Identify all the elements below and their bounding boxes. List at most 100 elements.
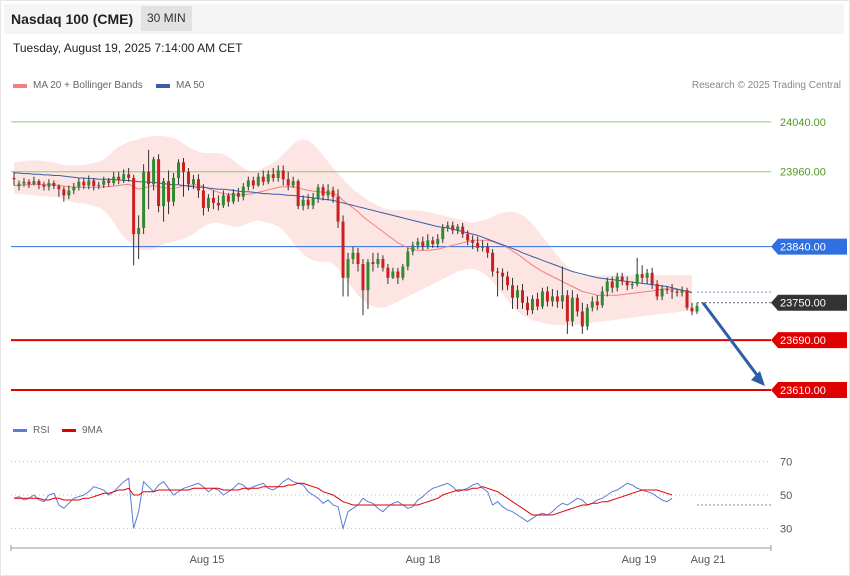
candle-body [122, 174, 126, 181]
candle-body [545, 291, 549, 302]
candle-body [331, 190, 335, 197]
candle-body [496, 271, 500, 273]
candle-body [241, 186, 245, 197]
candle-body [186, 171, 190, 185]
candle-body [281, 170, 285, 180]
candle-body [550, 296, 554, 302]
x-tick-label: Aug 15 [190, 554, 225, 566]
legend-ma20-label: MA 20 + Bollinger Bands [33, 80, 143, 91]
candle-body [47, 182, 51, 187]
candle-body [77, 181, 81, 187]
candle-body [530, 298, 534, 311]
candle-body [102, 180, 106, 185]
candle-body [266, 174, 270, 182]
level-label: 23960.00 [780, 167, 826, 179]
candle-body [87, 180, 91, 186]
candle-body [695, 305, 699, 312]
timeframe-badge[interactable]: 30 MIN [141, 6, 192, 31]
candle-body [236, 192, 240, 197]
level-label: 23690.00 [780, 335, 826, 347]
candle-body [615, 276, 619, 288]
candle-body [501, 272, 505, 277]
candle-body [211, 197, 215, 203]
candle-body [92, 180, 96, 187]
candle-body [167, 181, 171, 202]
candle-body [526, 302, 529, 311]
level-label: 23610.00 [780, 385, 826, 397]
candle-body [371, 262, 375, 265]
candle-body [426, 240, 430, 247]
candle-body [67, 190, 71, 196]
candle-body [17, 183, 21, 187]
legend-rsi-label: RSI [33, 425, 50, 436]
candle-body [670, 290, 674, 292]
candle-body [560, 295, 564, 302]
candle-body [625, 281, 629, 286]
candle-body [271, 174, 275, 178]
candle-body [142, 171, 146, 228]
candle-body [157, 159, 161, 207]
level-tag-current [771, 294, 847, 311]
candle-body [680, 290, 684, 293]
candle-body [32, 181, 36, 185]
candle-body [590, 301, 594, 308]
candle-body [351, 252, 355, 260]
candle-body [22, 181, 26, 184]
candle-body [555, 296, 559, 302]
candle-body [471, 240, 475, 243]
candle-body [431, 240, 435, 245]
candle-body [635, 274, 639, 285]
ma50-swatch [156, 83, 170, 88]
candle-body [580, 311, 584, 327]
candle-body [162, 181, 166, 207]
candle-body [620, 276, 624, 282]
candle-body [42, 184, 46, 187]
candle-body [117, 176, 121, 181]
candle-body [411, 245, 415, 252]
rsi-tick-label: 50 [780, 490, 792, 502]
candle-body [481, 246, 485, 248]
rsi-swatch [13, 429, 27, 432]
legend-rsi: RSI [13, 425, 50, 436]
candle-body [306, 199, 310, 206]
candle-body [416, 241, 420, 246]
rsi-tick-label: 70 [780, 457, 792, 469]
candle-body [52, 182, 56, 187]
candle-body [650, 272, 654, 285]
candle-body [396, 271, 400, 278]
candle-body [456, 226, 460, 231]
forecast-arrow-shaft [701, 301, 762, 380]
candle-body [226, 195, 230, 202]
candle-body [640, 274, 644, 278]
candle-body [356, 252, 360, 265]
forecast-arrow-head [751, 371, 765, 387]
legend-ma50-label: MA 50 [176, 80, 205, 91]
candle-body [476, 242, 480, 248]
candle-body [486, 246, 490, 253]
candle-body [610, 281, 614, 288]
candle-body [72, 186, 76, 191]
legend-9ma-label: 9MA [82, 425, 103, 436]
candle-body [516, 290, 520, 298]
candle-body [421, 241, 425, 247]
candle-body [521, 290, 525, 303]
candle-body [256, 176, 260, 186]
candle-body [535, 298, 539, 307]
candle-body [321, 187, 325, 196]
candle-body [386, 267, 390, 278]
candle-body [251, 180, 255, 186]
chart-datetime: Tuesday, August 19, 2025 7:14:00 AM CET [13, 41, 243, 55]
candle-body [196, 179, 200, 191]
level-tag-support [771, 332, 847, 349]
candle-body [366, 262, 370, 291]
candle-body [585, 307, 589, 327]
x-tick-label: Aug 19 [622, 554, 657, 566]
level-label: 24040.00 [780, 117, 826, 129]
candle-body [446, 225, 450, 228]
candle-body [326, 190, 330, 196]
candle-body [132, 177, 136, 235]
candle-body [406, 251, 410, 267]
candle-body [600, 291, 604, 306]
candle-body [675, 291, 679, 293]
